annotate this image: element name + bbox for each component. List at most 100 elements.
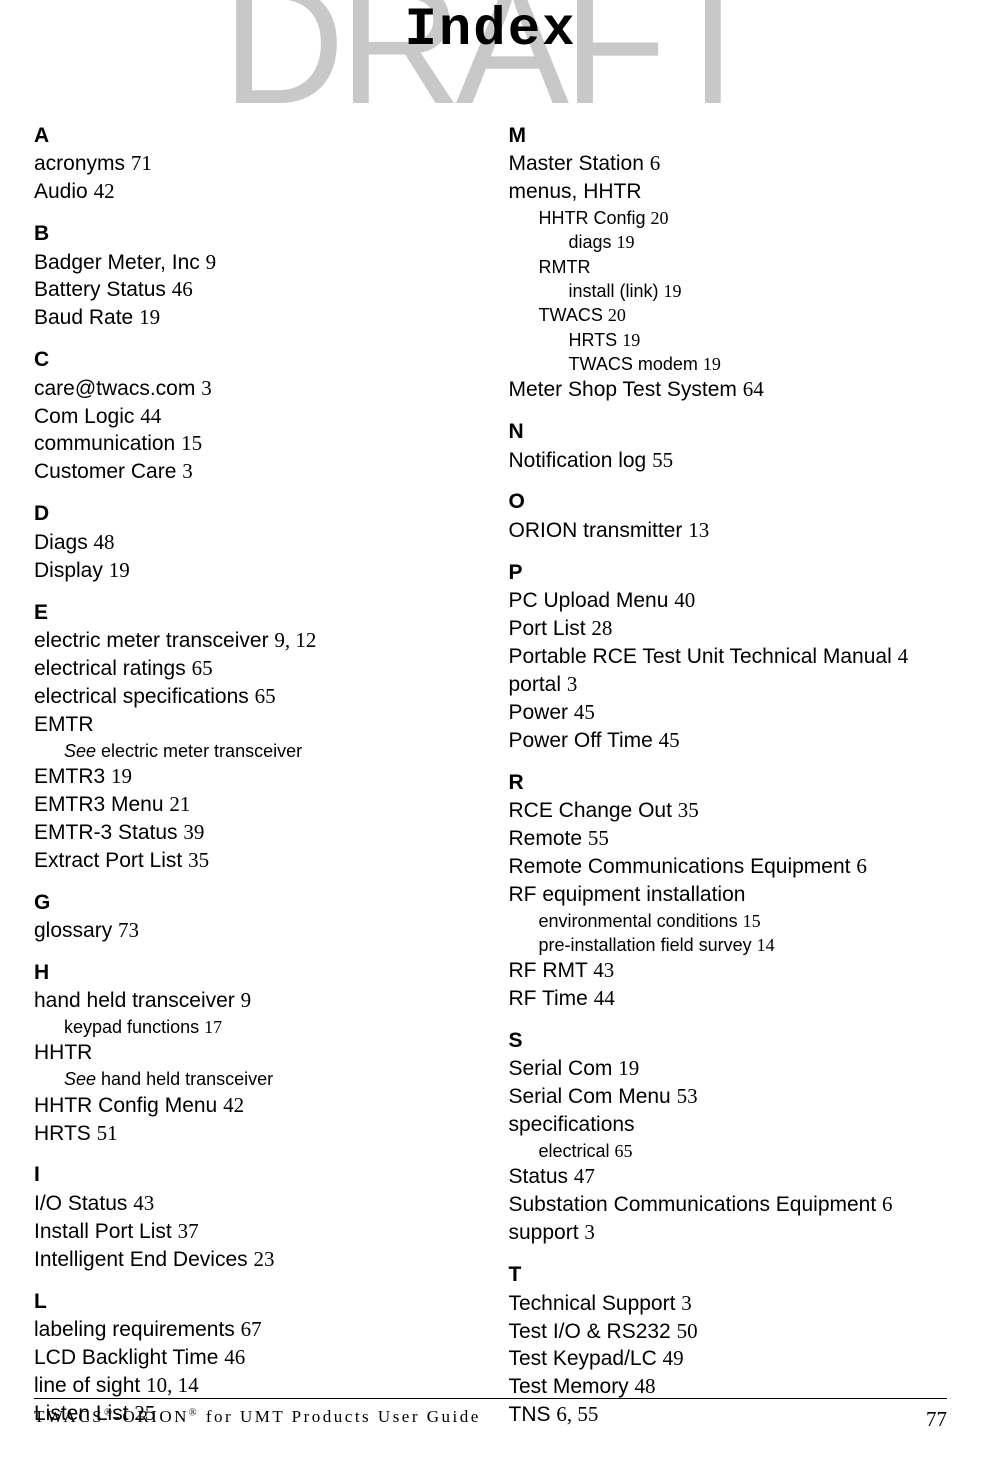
entry-label: Customer Care — [34, 460, 176, 483]
entry-label: RF equipment installation — [509, 883, 746, 906]
entry-page: 46 — [172, 277, 193, 301]
entry-label: labeling requirements — [34, 1318, 235, 1341]
index-entry: I/O Status 43 — [34, 1190, 473, 1218]
entry-page: 39 — [183, 820, 204, 844]
entry-page: 9, 12 — [274, 628, 316, 652]
index-entry: electrical ratings 65 — [34, 655, 473, 683]
entry-label: LCD Backlight Time — [34, 1346, 218, 1369]
subentry-page: 19 — [703, 354, 721, 374]
subentry-label: TWACS modem — [569, 354, 698, 374]
entry-label: HHTR — [34, 1041, 92, 1064]
entry-label: HHTR Config Menu — [34, 1094, 217, 1117]
entry-page: 23 — [253, 1247, 274, 1271]
index-section: MMaster Station 6menus, HHTRHHTR Config … — [509, 122, 948, 404]
index-entry: ORION transmitter 13 — [509, 517, 948, 545]
index-section: Ccare@twacs.com 3Com Logic 44communicati… — [34, 346, 473, 486]
index-letter: E — [34, 599, 473, 627]
entry-page: 3 — [182, 459, 193, 483]
entry-label: Port List — [509, 617, 586, 640]
entry-label: electrical ratings — [34, 657, 186, 680]
entry-label: RF RMT — [509, 959, 588, 982]
subentry-page: 65 — [615, 1141, 633, 1161]
entry-label: portal — [509, 673, 562, 696]
entry-page: 53 — [677, 1084, 698, 1108]
entry-label: hand held transceiver — [34, 989, 235, 1012]
subentry-label: HRTS — [569, 330, 618, 350]
index-subentry: install (link) 19 — [509, 279, 948, 303]
entry-page: 51 — [97, 1121, 118, 1145]
index-subentry: HRTS 19 — [509, 328, 948, 352]
index-entry: acronyms 71 — [34, 150, 473, 178]
entry-label: Serial Com Menu — [509, 1085, 671, 1108]
entry-page: 15 — [181, 431, 202, 455]
subentry-page: 20 — [651, 208, 669, 228]
entry-label: Status — [509, 1165, 569, 1188]
entry-label: Meter Shop Test System — [509, 378, 737, 401]
subentry-label: HHTR Config — [539, 208, 646, 228]
subentry-page: 15 — [743, 911, 761, 931]
index-section: SSerial Com 19Serial Com Menu 53specific… — [509, 1027, 948, 1247]
entry-label: Test Memory — [509, 1375, 629, 1398]
index-entry: Test Memory 48 — [509, 1373, 948, 1401]
entry-page: 42 — [223, 1093, 244, 1117]
entry-page: 65 — [192, 656, 213, 680]
entry-page: 46 — [224, 1345, 245, 1369]
subentry-label: TWACS — [539, 305, 603, 325]
index-letter: H — [34, 959, 473, 987]
index-entry: EMTR3 Menu 21 — [34, 791, 473, 819]
entry-label: electric meter transceiver — [34, 629, 269, 652]
entry-label: electrical specifications — [34, 685, 249, 708]
entry-page: 9 — [241, 988, 252, 1012]
index-section: Aacronyms 71Audio 42 — [34, 122, 473, 206]
entry-page: 48 — [635, 1374, 656, 1398]
index-section: Gglossary 73 — [34, 889, 473, 945]
entry-label: Serial Com — [509, 1057, 613, 1080]
index-entry: PC Upload Menu 40 — [509, 587, 948, 615]
index-letter: P — [509, 559, 948, 587]
index-entry: Meter Shop Test System 64 — [509, 376, 948, 404]
entry-page: 37 — [178, 1219, 199, 1243]
index-letter: I — [34, 1161, 473, 1189]
entry-label: support — [509, 1221, 579, 1244]
entry-label: Baud Rate — [34, 306, 133, 329]
subentry-page: 20 — [608, 305, 626, 325]
index-entry: Serial Com Menu 53 — [509, 1083, 948, 1111]
index-letter: S — [509, 1027, 948, 1055]
index-letter: A — [34, 122, 473, 150]
subentry-label: install (link) — [569, 281, 659, 301]
subentry-page: 14 — [757, 935, 775, 955]
entry-page: 50 — [677, 1319, 698, 1343]
index-letter: L — [34, 1288, 473, 1316]
entry-page: 35 — [678, 798, 699, 822]
index-subentry: RMTR — [509, 255, 948, 279]
entry-label: PC Upload Menu — [509, 589, 669, 612]
entry-label: Power Off Time — [509, 729, 653, 752]
index-see: See hand held transceiver — [34, 1067, 473, 1091]
index-entry: Diags 48 — [34, 529, 473, 557]
index-entry: EMTR-3 Status 39 — [34, 819, 473, 847]
index-entry: Power Off Time 45 — [509, 727, 948, 755]
index-entry: HHTR Config Menu 42 — [34, 1092, 473, 1120]
index-entry: Power 45 — [509, 699, 948, 727]
entry-page: 3 — [681, 1291, 692, 1315]
subentry-label: diags — [569, 232, 612, 252]
index-letter: G — [34, 889, 473, 917]
subentry-label: keypad functions — [64, 1017, 199, 1037]
index-entry: TNS 6, 55 — [509, 1401, 948, 1429]
subentry-page: 19 — [622, 330, 640, 350]
index-column-right: MMaster Station 6menus, HHTRHHTR Config … — [509, 122, 948, 1443]
entry-page: 3 — [567, 672, 578, 696]
index-entry: Install Port List 37 — [34, 1218, 473, 1246]
index-subentry: keypad functions 17 — [34, 1015, 473, 1039]
entry-label: Test I/O & RS232 — [509, 1320, 671, 1343]
entry-label: Audio — [34, 180, 88, 203]
index-letter: B — [34, 220, 473, 248]
index-entry: HHTR — [34, 1039, 473, 1067]
index-entry: Intelligent End Devices 23 — [34, 1246, 473, 1274]
entry-page: 42 — [94, 179, 115, 203]
entry-page: 44 — [594, 986, 615, 1010]
index-entry: communication 15 — [34, 430, 473, 458]
entry-label: Diags — [34, 531, 88, 554]
entry-label: Com Logic — [34, 405, 134, 428]
index-letter: O — [509, 488, 948, 516]
